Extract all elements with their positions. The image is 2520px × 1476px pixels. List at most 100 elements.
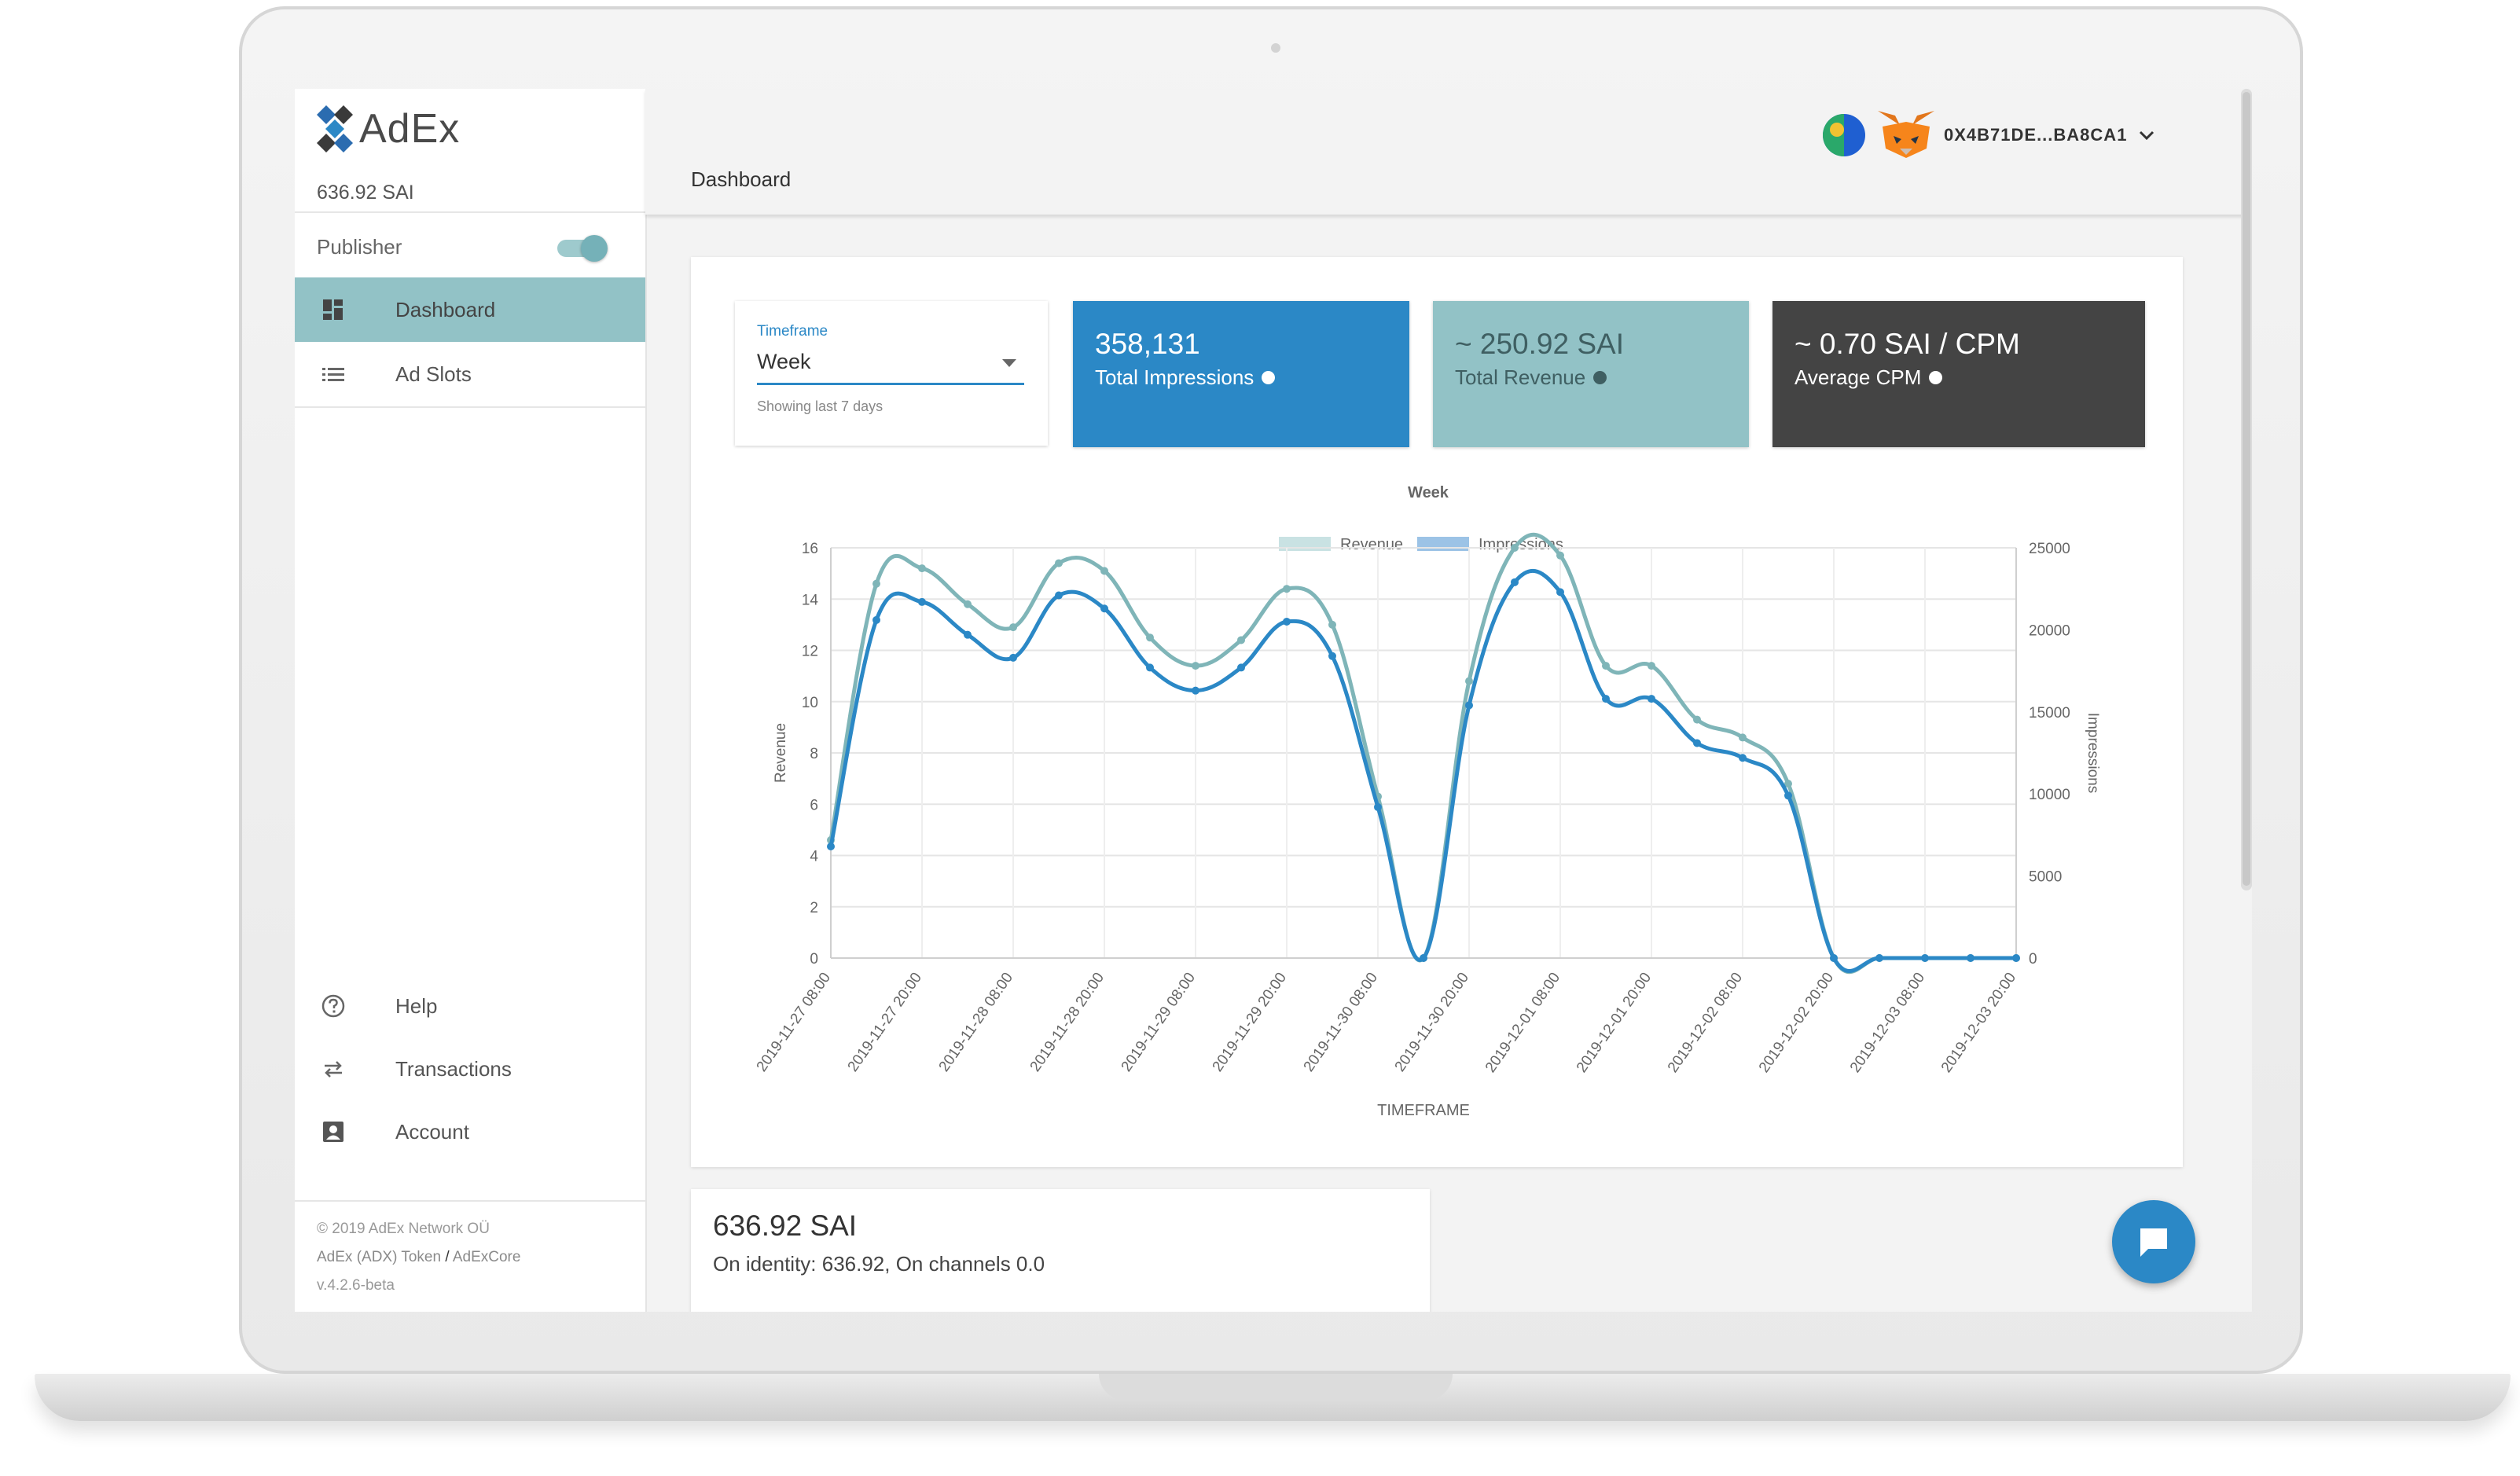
sidebar-item-label: Dashboard xyxy=(395,297,496,321)
x-tick-label: 2019-11-27 08:00 xyxy=(754,970,834,1075)
data-point xyxy=(1146,663,1154,672)
token-link[interactable]: AdEx (ADX) Token xyxy=(317,1249,442,1265)
data-point xyxy=(1648,662,1655,670)
chat-button[interactable] xyxy=(2112,1200,2195,1283)
stat-label: Average CPM xyxy=(1794,365,1922,389)
data-point xyxy=(1465,677,1473,685)
y2-tick-label: 0 xyxy=(2029,951,2037,967)
revenue-impressions-chart: Week Revenue Impressions 0 2 4 6 8 10 12 14 16 0 5000… xyxy=(754,484,2101,1119)
logo-text: AdEx xyxy=(359,106,461,152)
divider xyxy=(295,1200,645,1202)
data-point xyxy=(1055,559,1063,567)
x-tick-label: 2019-12-02 08:00 xyxy=(1665,970,1746,1076)
data-point xyxy=(1328,652,1336,660)
x-tick-label: 2019-11-30 20:00 xyxy=(1392,970,1472,1075)
x-tick-label: 2019-12-03 08:00 xyxy=(1847,970,1928,1076)
data-point xyxy=(1556,588,1564,597)
data-point xyxy=(1374,802,1382,811)
info-icon[interactable] xyxy=(1262,371,1276,384)
sidebar-item-label: Transactions xyxy=(395,1056,512,1081)
series-line-impressions xyxy=(828,568,2016,973)
data-point xyxy=(1465,701,1473,710)
stat-label-row: Total Impressions xyxy=(1095,365,1276,390)
x-tick-label: 2019-12-01 20:00 xyxy=(1574,970,1655,1076)
x-tick-label: 2019-12-01 08:00 xyxy=(1482,970,1563,1076)
data-point xyxy=(1511,578,1519,586)
balance-detail: On identity: 636.92, On channels 0.0 xyxy=(713,1252,1045,1276)
info-icon[interactable] xyxy=(1593,371,1607,384)
data-point xyxy=(1967,954,1974,962)
legend-label: Revenue xyxy=(1340,536,1403,553)
data-point xyxy=(964,630,972,639)
data-point xyxy=(1830,954,1838,962)
balance-value: 636.92 SAI xyxy=(713,1210,858,1242)
data-point xyxy=(918,564,926,573)
laptop-camera xyxy=(1271,43,1280,53)
core-link[interactable]: AdExCore xyxy=(452,1249,521,1265)
transactions-icon xyxy=(325,1061,342,1078)
dashboard-icon xyxy=(323,299,343,320)
stat-label: Total Revenue xyxy=(1455,365,1586,389)
divider xyxy=(295,406,645,408)
timeframe-select[interactable]: Week xyxy=(757,345,1024,385)
adex-logo-icon xyxy=(317,105,353,152)
stat-total-impressions: 358,131 Total Impressions xyxy=(1073,301,1409,447)
y-tick-label: 6 xyxy=(810,797,818,813)
data-point xyxy=(1009,653,1017,662)
sidebar-item-ad-slots[interactable]: Ad Slots xyxy=(295,342,645,406)
sidebar-item-dashboard[interactable]: Dashboard xyxy=(295,277,645,342)
data-point xyxy=(1511,544,1519,552)
wallet-address: 0X4B71DE...BA8CA1 xyxy=(1944,125,2128,145)
data-point xyxy=(1921,954,1929,962)
sidebar-item-help[interactable]: Help xyxy=(295,974,645,1038)
y2-axis-label: Impressions xyxy=(2085,713,2101,793)
footer-links: AdEx (ADX) Token / AdExCore xyxy=(317,1249,520,1266)
timeframe-card: Timeframe Week Showing last 7 days xyxy=(735,301,1048,446)
data-point xyxy=(1055,591,1063,600)
account-menu[interactable]: 0X4B71DE...BA8CA1 xyxy=(1821,111,2157,160)
timeframe-label: Timeframe xyxy=(757,323,828,340)
x-tick-label: 2019-11-30 08:00 xyxy=(1301,970,1381,1075)
data-point xyxy=(1100,604,1108,613)
y-tick-label: 14 xyxy=(802,592,819,608)
publisher-toggle[interactable] xyxy=(557,235,608,262)
sidebar: AdEx 636.92 SAI Publisher Dashboard Ad S… xyxy=(295,89,647,1312)
data-point xyxy=(2012,954,2020,962)
data-point xyxy=(1693,739,1701,747)
data-point xyxy=(1009,623,1017,632)
sidebar-item-label: Help xyxy=(395,993,438,1018)
laptop-notch xyxy=(1099,1374,1453,1401)
sidebar-item-transactions[interactable]: Transactions xyxy=(295,1037,645,1101)
data-point xyxy=(1739,733,1747,742)
data-point xyxy=(964,600,972,608)
data-point xyxy=(872,615,880,624)
stat-label-row: Average CPM xyxy=(1794,365,1943,390)
info-icon[interactable] xyxy=(1929,371,1943,384)
sidebar-item-label: Ad Slots xyxy=(395,362,472,386)
balance-card: 636.92 SAI On identity: 636.92, On chann… xyxy=(691,1189,1430,1312)
data-point xyxy=(872,579,880,588)
logo[interactable]: AdEx xyxy=(317,101,460,156)
identity-avatar xyxy=(1823,114,1865,156)
x-tick-label: 2019-11-29 08:00 xyxy=(1119,970,1199,1075)
screen: AdEx 636.92 SAI Publisher Dashboard Ad S… xyxy=(295,89,2252,1312)
data-point xyxy=(1784,791,1792,800)
copyright: © 2019 AdEx Network OÜ xyxy=(317,1221,490,1237)
scrollbar-thumb[interactable] xyxy=(2243,92,2250,886)
timeframe-value: Week xyxy=(757,350,811,373)
chart-title: Week xyxy=(1408,484,1449,501)
toggle-thumb xyxy=(581,235,608,262)
dashboard-card: Timeframe Week Showing last 7 days 358,1… xyxy=(691,257,2183,1167)
y-tick-label: 0 xyxy=(810,951,818,967)
data-point xyxy=(1192,662,1199,670)
data-point xyxy=(1602,662,1610,670)
x-tick-label: 2019-11-28 08:00 xyxy=(936,970,1016,1075)
data-point xyxy=(918,597,926,606)
data-point xyxy=(1146,633,1154,642)
data-point xyxy=(1739,754,1747,762)
x-tick-label: 2019-11-29 20:00 xyxy=(1210,970,1290,1075)
sidebar-item-account[interactable]: Account xyxy=(295,1100,645,1164)
data-point xyxy=(1283,585,1291,593)
x-axis-label: TIMEFRAME xyxy=(1377,1102,1470,1119)
data-point xyxy=(1693,715,1701,724)
